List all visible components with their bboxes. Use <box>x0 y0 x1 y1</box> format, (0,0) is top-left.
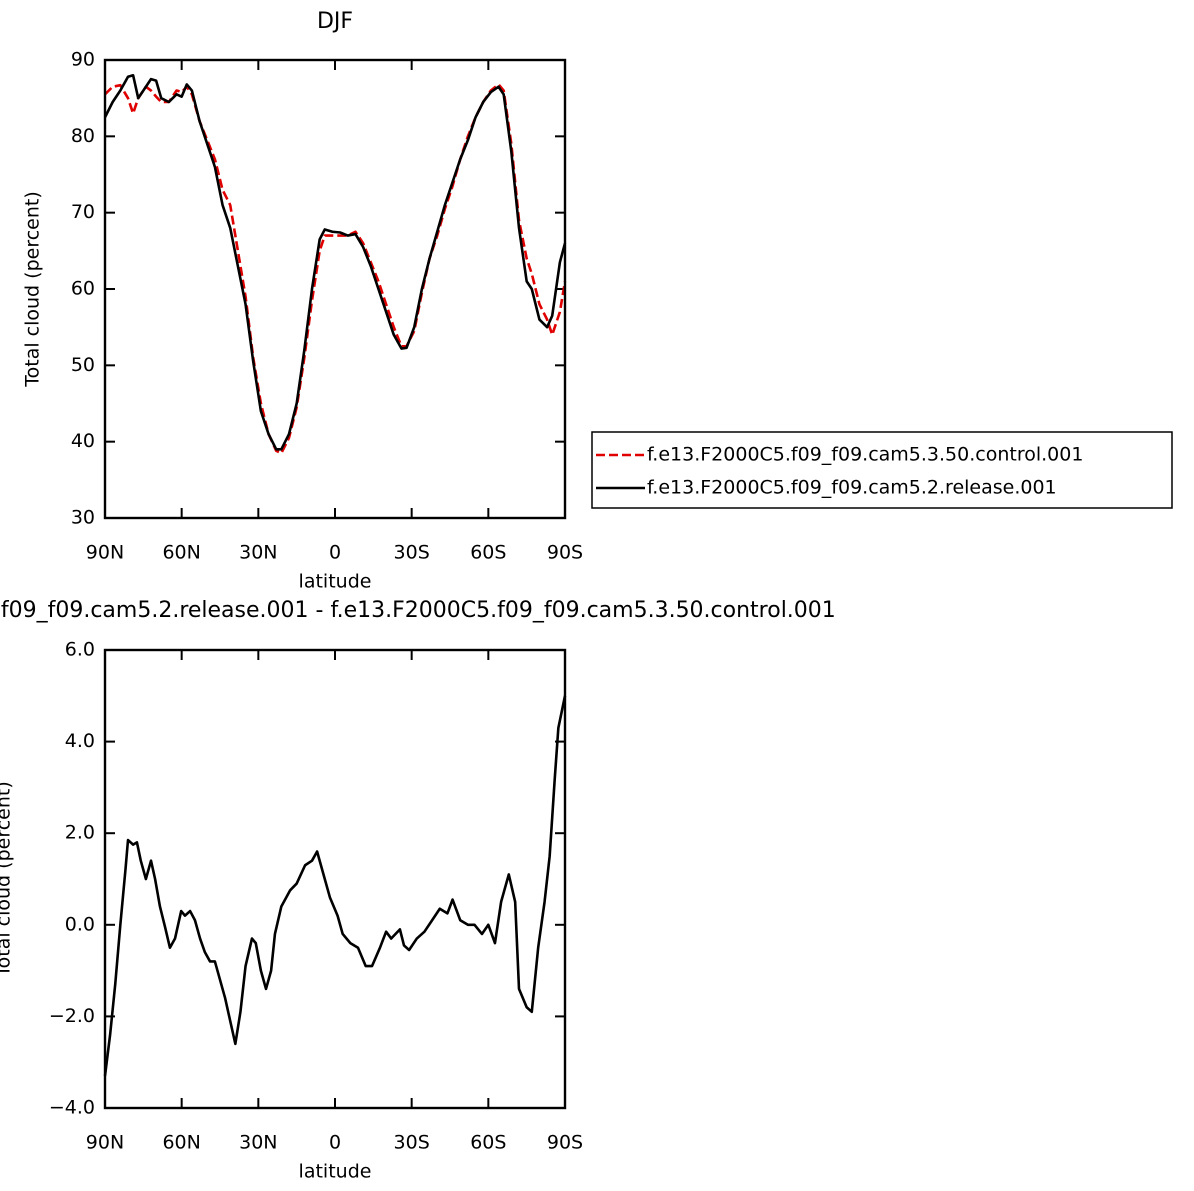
y-tick-label: 60 <box>71 278 95 300</box>
y-tick-label: 50 <box>71 354 95 376</box>
y-tick-label: 4.0 <box>65 730 95 752</box>
x-tick-label: 60N <box>162 1132 200 1154</box>
y-tick-label: −4.0 <box>49 1097 95 1119</box>
x-tick-label: 30S <box>394 542 430 564</box>
y-tick-label: 70 <box>71 201 95 223</box>
x-tick-label: 0 <box>329 542 341 564</box>
legend-label: f.e13.F2000C5.f09_f09.cam5.2.release.001 <box>647 477 1057 499</box>
x-tick-label: 90N <box>86 1132 124 1154</box>
x-tick-label: 90N <box>86 542 124 564</box>
y-tick-label: 2.0 <box>65 822 95 844</box>
x-tick-label: 30N <box>239 1132 277 1154</box>
y-tick-label: 80 <box>71 125 95 147</box>
y-axis-label: Total cloud (percent) <box>22 191 44 388</box>
plot-frame <box>103 648 567 1110</box>
data-line <box>103 73 567 451</box>
y-tick-label: 30 <box>71 507 95 529</box>
legend-label: f.e13.F2000C5.f09_f09.cam5.3.50.control.… <box>647 444 1083 466</box>
x-tick-label: 60N <box>162 542 200 564</box>
data-line <box>103 695 567 1077</box>
y-tick-label: 0.0 <box>65 913 95 935</box>
y-tick-label: 90 <box>71 49 95 71</box>
y-tick-label: 6.0 <box>65 639 95 661</box>
chart-title: DJF <box>317 9 353 34</box>
data-line <box>104 83 567 455</box>
x-tick-label: 90S <box>547 1132 583 1154</box>
legend-box <box>591 431 1173 509</box>
x-tick-label: 60S <box>470 1132 506 1154</box>
chart-title: f.e13.F2000C5.f09_f09.cam5.2.release.001… <box>0 598 836 623</box>
x-tick-label: 30S <box>394 1132 430 1154</box>
x-tick-label: 0 <box>329 1132 341 1154</box>
plot-frame <box>103 58 567 520</box>
y-axis-label: Total cloud (percent) <box>0 781 15 978</box>
x-axis-label: latitude <box>299 1161 372 1183</box>
x-tick-label: 90S <box>547 542 583 564</box>
y-tick-label: −2.0 <box>49 1005 95 1027</box>
x-tick-label: 60S <box>470 542 506 564</box>
y-tick-label: 40 <box>71 430 95 452</box>
x-tick-label: 30N <box>239 542 277 564</box>
x-axis-label: latitude <box>299 571 372 593</box>
